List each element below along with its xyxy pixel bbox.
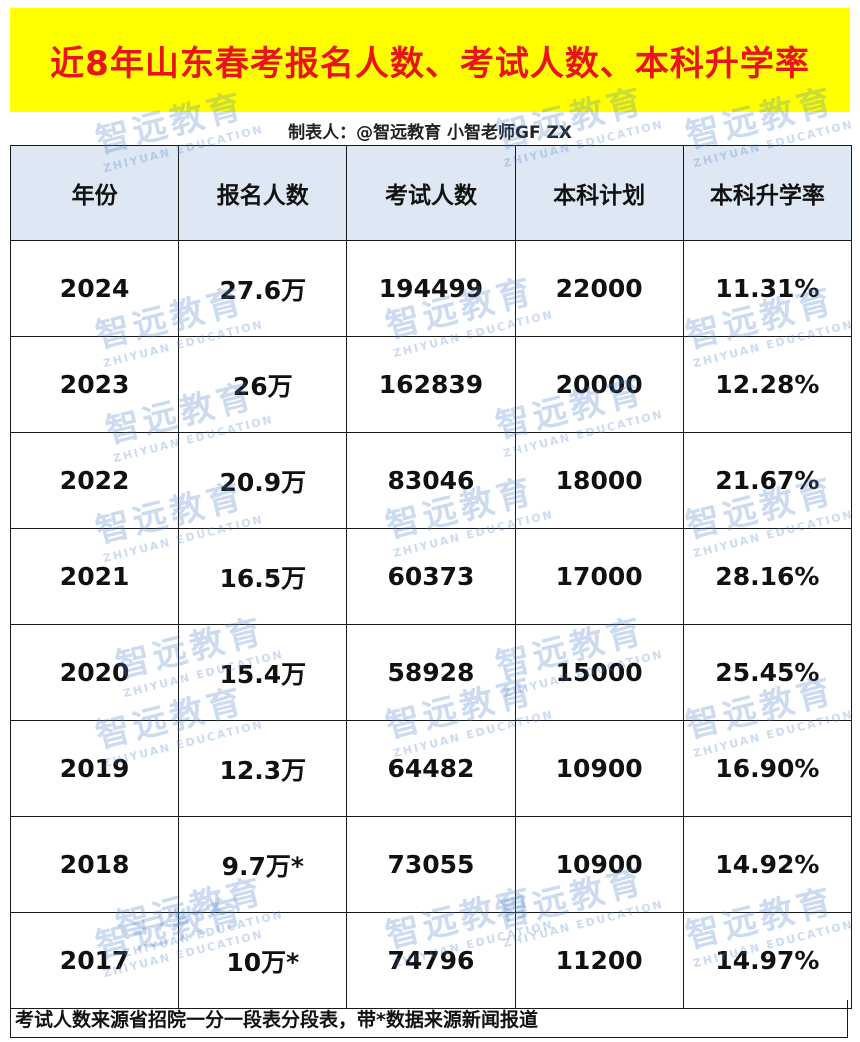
cell-year: 2020	[9, 624, 180, 721]
cell-year: 2018	[9, 816, 180, 913]
cell-registrants: 15.4万	[178, 624, 348, 721]
cell-examinees: 64482	[346, 720, 516, 817]
cell-registrants: 12.3万	[178, 720, 348, 817]
cell-registrants: 10万*	[178, 912, 348, 1009]
cell-registrants: 16.5万	[178, 528, 348, 625]
cell-undergrad-rate: 12.28%	[682, 336, 853, 433]
cell-undergrad-rate: 25.45%	[682, 624, 853, 721]
header-examinees: 考试人数	[346, 145, 516, 241]
cell-registrants: 26万	[178, 336, 348, 433]
header-undergrad-plan: 本科计划	[514, 145, 684, 241]
cell-year: 2021	[9, 528, 180, 625]
page-title: 近8年山东春考报名人数、考试人数、本科升学率	[50, 43, 810, 84]
cell-undergrad-plan: 10900	[514, 816, 684, 913]
cell-year: 2019	[9, 720, 180, 817]
cell-undergrad-plan: 15000	[514, 624, 684, 721]
table-row: 2021 16.5万 60373 17000 28.16%	[9, 528, 853, 625]
table-maker-credit: 制表人：@智远教育 小智老师GF ZX	[288, 123, 572, 143]
cell-examinees: 194499	[346, 240, 516, 337]
table-header-row: 年份 报名人数 考试人数 本科计划 本科升学率	[9, 145, 853, 241]
table-row: 2017 10万* 74796 11200 14.97%	[9, 912, 853, 1009]
cell-examinees: 60373	[346, 528, 516, 625]
cell-undergrad-plan: 10900	[514, 720, 684, 817]
table-row: 2022 20.9万 83046 18000 21.67%	[9, 432, 853, 529]
title-banner: 近8年山东春考报名人数、考试人数、本科升学率	[10, 8, 850, 112]
cell-registrants: 27.6万	[178, 240, 348, 337]
table-row: 2023 26万 162839 20000 12.28%	[9, 336, 853, 433]
cell-undergrad-plan: 18000	[514, 432, 684, 529]
cell-examinees: 73055	[346, 816, 516, 913]
cell-undergrad-rate: 16.90%	[682, 720, 853, 817]
table-row: 2024 27.6万 194499 22000 11.31%	[9, 240, 853, 337]
table-row: 2018 9.7万* 73055 10900 14.92%	[9, 816, 853, 913]
table-row: 2019 12.3万 64482 10900 16.90%	[9, 720, 853, 817]
cell-undergrad-plan: 22000	[514, 240, 684, 337]
statistics-table: 年份 报名人数 考试人数 本科计划 本科升学率 2024 27.6万 19449…	[9, 145, 853, 1009]
cell-examinees: 83046	[346, 432, 516, 529]
cell-undergrad-rate: 14.92%	[682, 816, 853, 913]
cell-undergrad-plan: 20000	[514, 336, 684, 433]
cell-registrants: 20.9万	[178, 432, 348, 529]
cell-undergrad-rate: 14.97%	[682, 912, 853, 1009]
cell-year: 2023	[9, 336, 180, 433]
cell-year: 2017	[9, 912, 180, 1009]
cell-undergrad-rate: 28.16%	[682, 528, 853, 625]
header-registrants: 报名人数	[178, 145, 348, 241]
table-row: 2020 15.4万 58928 15000 25.45%	[9, 624, 853, 721]
header-undergrad-rate: 本科升学率	[682, 145, 853, 241]
cell-undergrad-rate: 11.31%	[682, 240, 853, 337]
cell-undergrad-plan: 17000	[514, 528, 684, 625]
header-year: 年份	[9, 145, 180, 241]
source-note: 考试人数来源省招院一分一段表分段表，带*数据来源新闻报道	[10, 1000, 848, 1038]
cell-undergrad-rate: 21.67%	[682, 432, 853, 529]
cell-registrants: 9.7万*	[178, 816, 348, 913]
cell-undergrad-plan: 11200	[514, 912, 684, 1009]
cell-examinees: 162839	[346, 336, 516, 433]
cell-year: 2022	[9, 432, 180, 529]
cell-year: 2024	[9, 240, 180, 337]
cell-examinees: 74796	[346, 912, 516, 1009]
cell-examinees: 58928	[346, 624, 516, 721]
